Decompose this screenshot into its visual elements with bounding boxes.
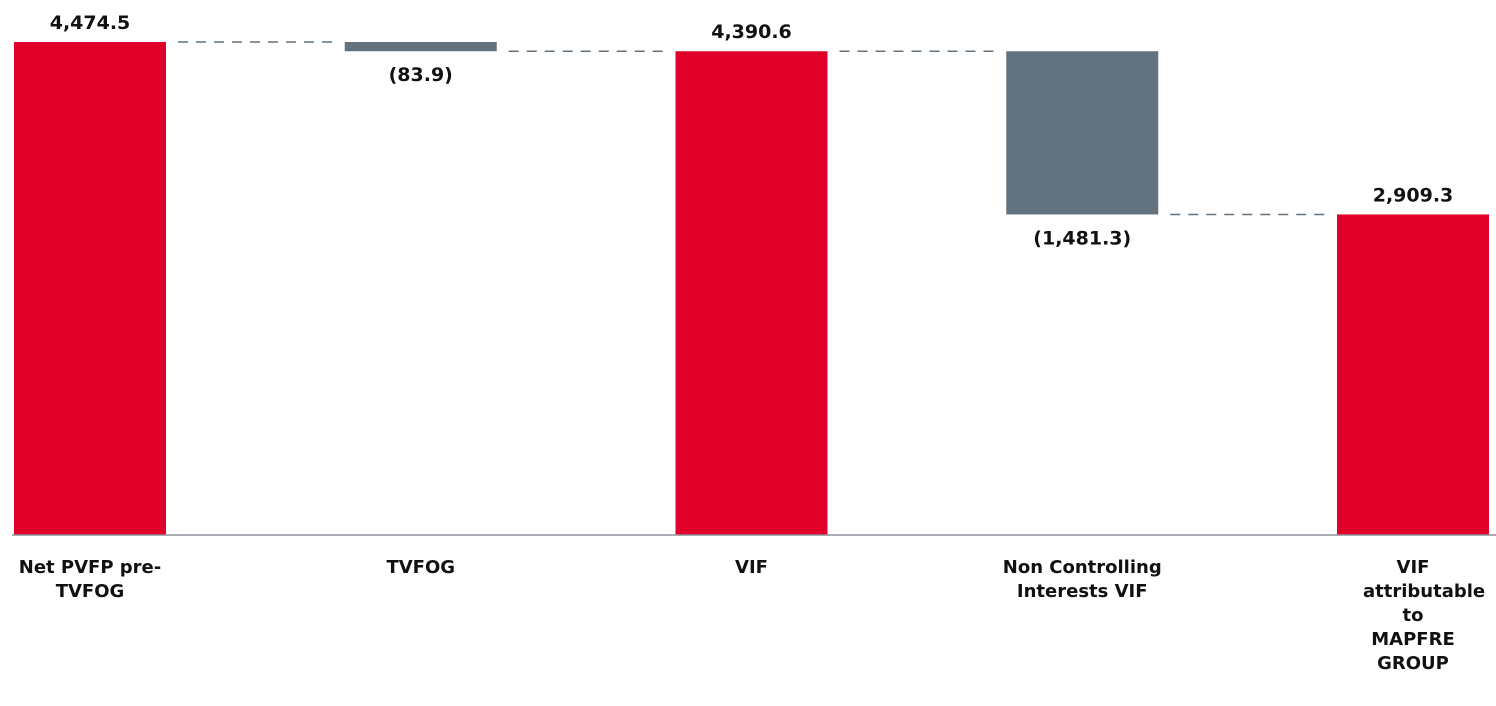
data-label: (83.9) xyxy=(389,64,453,86)
bar xyxy=(1006,51,1159,215)
bar xyxy=(1337,214,1489,535)
x-tick-label: VIF attributable to MAPFRE GROUP xyxy=(1363,557,1486,674)
bar xyxy=(14,42,166,535)
bar xyxy=(675,51,828,536)
x-tick-label: Non Controlling Interests VIF xyxy=(1002,557,1162,602)
data-label: 4,474.5 xyxy=(50,12,131,34)
x-tick-label: TVFOG xyxy=(386,557,456,578)
x-tick-label: Net PVFP pre-TVFOG xyxy=(18,557,162,602)
data-label: (1,481.3) xyxy=(1033,227,1131,249)
data-label: 2,909.3 xyxy=(1373,184,1454,206)
data-label: 4,390.6 xyxy=(711,21,792,43)
bar xyxy=(344,42,497,52)
x-tick-label: VIF xyxy=(735,557,768,578)
